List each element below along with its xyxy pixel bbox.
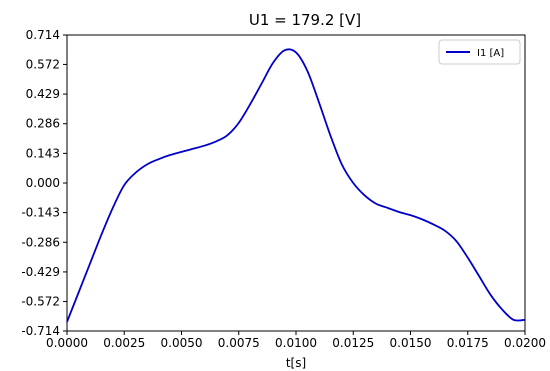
y-tick-label: 0.714 bbox=[26, 28, 60, 42]
x-axis: 0.0000 0.0025 0.0050 0.0075 0.0100 0.0125 0.01… bbox=[46, 331, 546, 350]
x-tick-label: 0.0100 bbox=[275, 336, 317, 350]
legend-box bbox=[438, 39, 521, 65]
y-tick-label: -0.572 bbox=[21, 295, 60, 309]
x-tick-label: 0.0200 bbox=[504, 336, 546, 350]
y-tick-label: 0.572 bbox=[26, 57, 60, 71]
y-axis: 0.714 0.572 0.429 0.286 0.143 0.000 -0.143 -0.2… bbox=[21, 28, 67, 338]
x-tick-label: 0.0150 bbox=[390, 336, 432, 350]
x-tick-label: 0.0175 bbox=[447, 336, 489, 350]
plot-area: 0.0000 0.0025 0.0050 0.0075 0.0100 0.0125 0.01… bbox=[21, 28, 546, 350]
x-tick-label: 0.0125 bbox=[332, 336, 374, 350]
y-tick-label: -0.429 bbox=[21, 265, 60, 279]
x-tick-label: 0.0025 bbox=[103, 336, 145, 350]
y-tick-label: 0.429 bbox=[26, 87, 60, 101]
series-line bbox=[66, 48, 526, 323]
y-tick-label: 0.143 bbox=[26, 146, 60, 160]
y-tick-label: -0.714 bbox=[21, 324, 60, 338]
legend: I1 [A] bbox=[438, 39, 521, 65]
x-axis-label: t[s] bbox=[286, 356, 306, 370]
plot-frame bbox=[66, 34, 526, 332]
x-tick-label: 0.0050 bbox=[161, 336, 203, 350]
series-layer bbox=[66, 48, 526, 323]
x-tick-label: 0.0000 bbox=[46, 336, 88, 350]
y-tick-label: 0.000 bbox=[26, 176, 60, 190]
y-tick-label: 0.286 bbox=[26, 117, 60, 131]
legend-label: I1 [A] bbox=[477, 48, 504, 59]
y-tick-label: -0.286 bbox=[21, 235, 60, 249]
chart-title: U1 = 179.2 [V] bbox=[249, 11, 361, 29]
x-tick-label: 0.0075 bbox=[218, 336, 260, 350]
y-tick-label: -0.143 bbox=[21, 206, 60, 220]
